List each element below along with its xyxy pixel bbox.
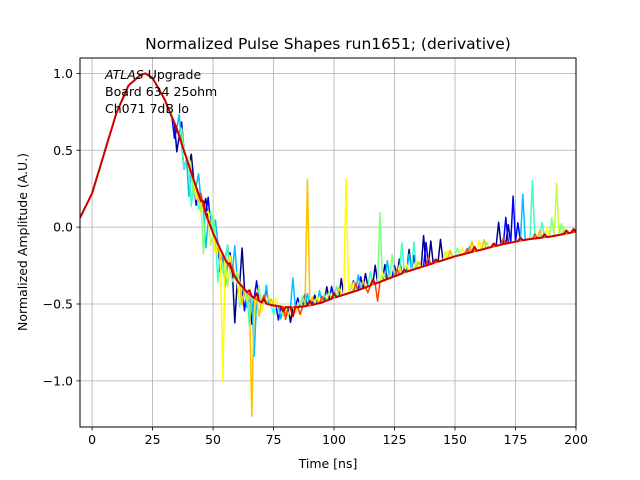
y-axis-ticks: −1.0 −0.5 0.0 0.5 1.0 — [43, 66, 80, 388]
y-tick-label: −0.5 — [43, 297, 73, 312]
x-tick-label: 75 — [266, 432, 282, 447]
y-tick-label: 1.0 — [53, 66, 73, 81]
x-tick-label: 125 — [383, 432, 407, 447]
x-tick-label: 175 — [504, 432, 528, 447]
annotation-line-1: ATLAS Upgrade — [104, 67, 201, 82]
x-axis-label: Time [ns] — [298, 456, 358, 471]
x-axis-ticks: 0 25 50 75 100 125 150 175 200 — [88, 427, 588, 447]
y-tick-label: −1.0 — [43, 373, 73, 388]
x-tick-label: 25 — [145, 432, 161, 447]
y-tick-label: 0.5 — [53, 143, 73, 158]
x-tick-label: 50 — [205, 432, 221, 447]
x-tick-label: 0 — [88, 432, 96, 447]
annotation-line-3: Ch071 7dB lo — [105, 101, 189, 116]
plot-frame — [79, 57, 577, 428]
annotation-line-2: Board 634 25ohm — [105, 84, 217, 99]
annotation-atlas: ATLAS — [104, 67, 144, 82]
y-grid — [80, 72, 576, 382]
x-tick-label: 150 — [443, 432, 467, 447]
chart-title: Normalized Pulse Shapes run1651; (deriva… — [145, 35, 511, 53]
series-line-10 — [80, 72, 576, 318]
annotation: ATLAS Upgrade Board 634 25ohm Ch071 7dB … — [104, 67, 217, 116]
annotation-upgrade: Upgrade — [144, 67, 202, 82]
x-tick-label: 100 — [322, 432, 346, 447]
y-tick-label: 0.0 — [53, 220, 73, 235]
x-tick-label: 200 — [564, 432, 588, 447]
series-layer — [80, 72, 576, 417]
y-axis-label: Normalized Amplitude (A.U.) — [15, 153, 30, 331]
